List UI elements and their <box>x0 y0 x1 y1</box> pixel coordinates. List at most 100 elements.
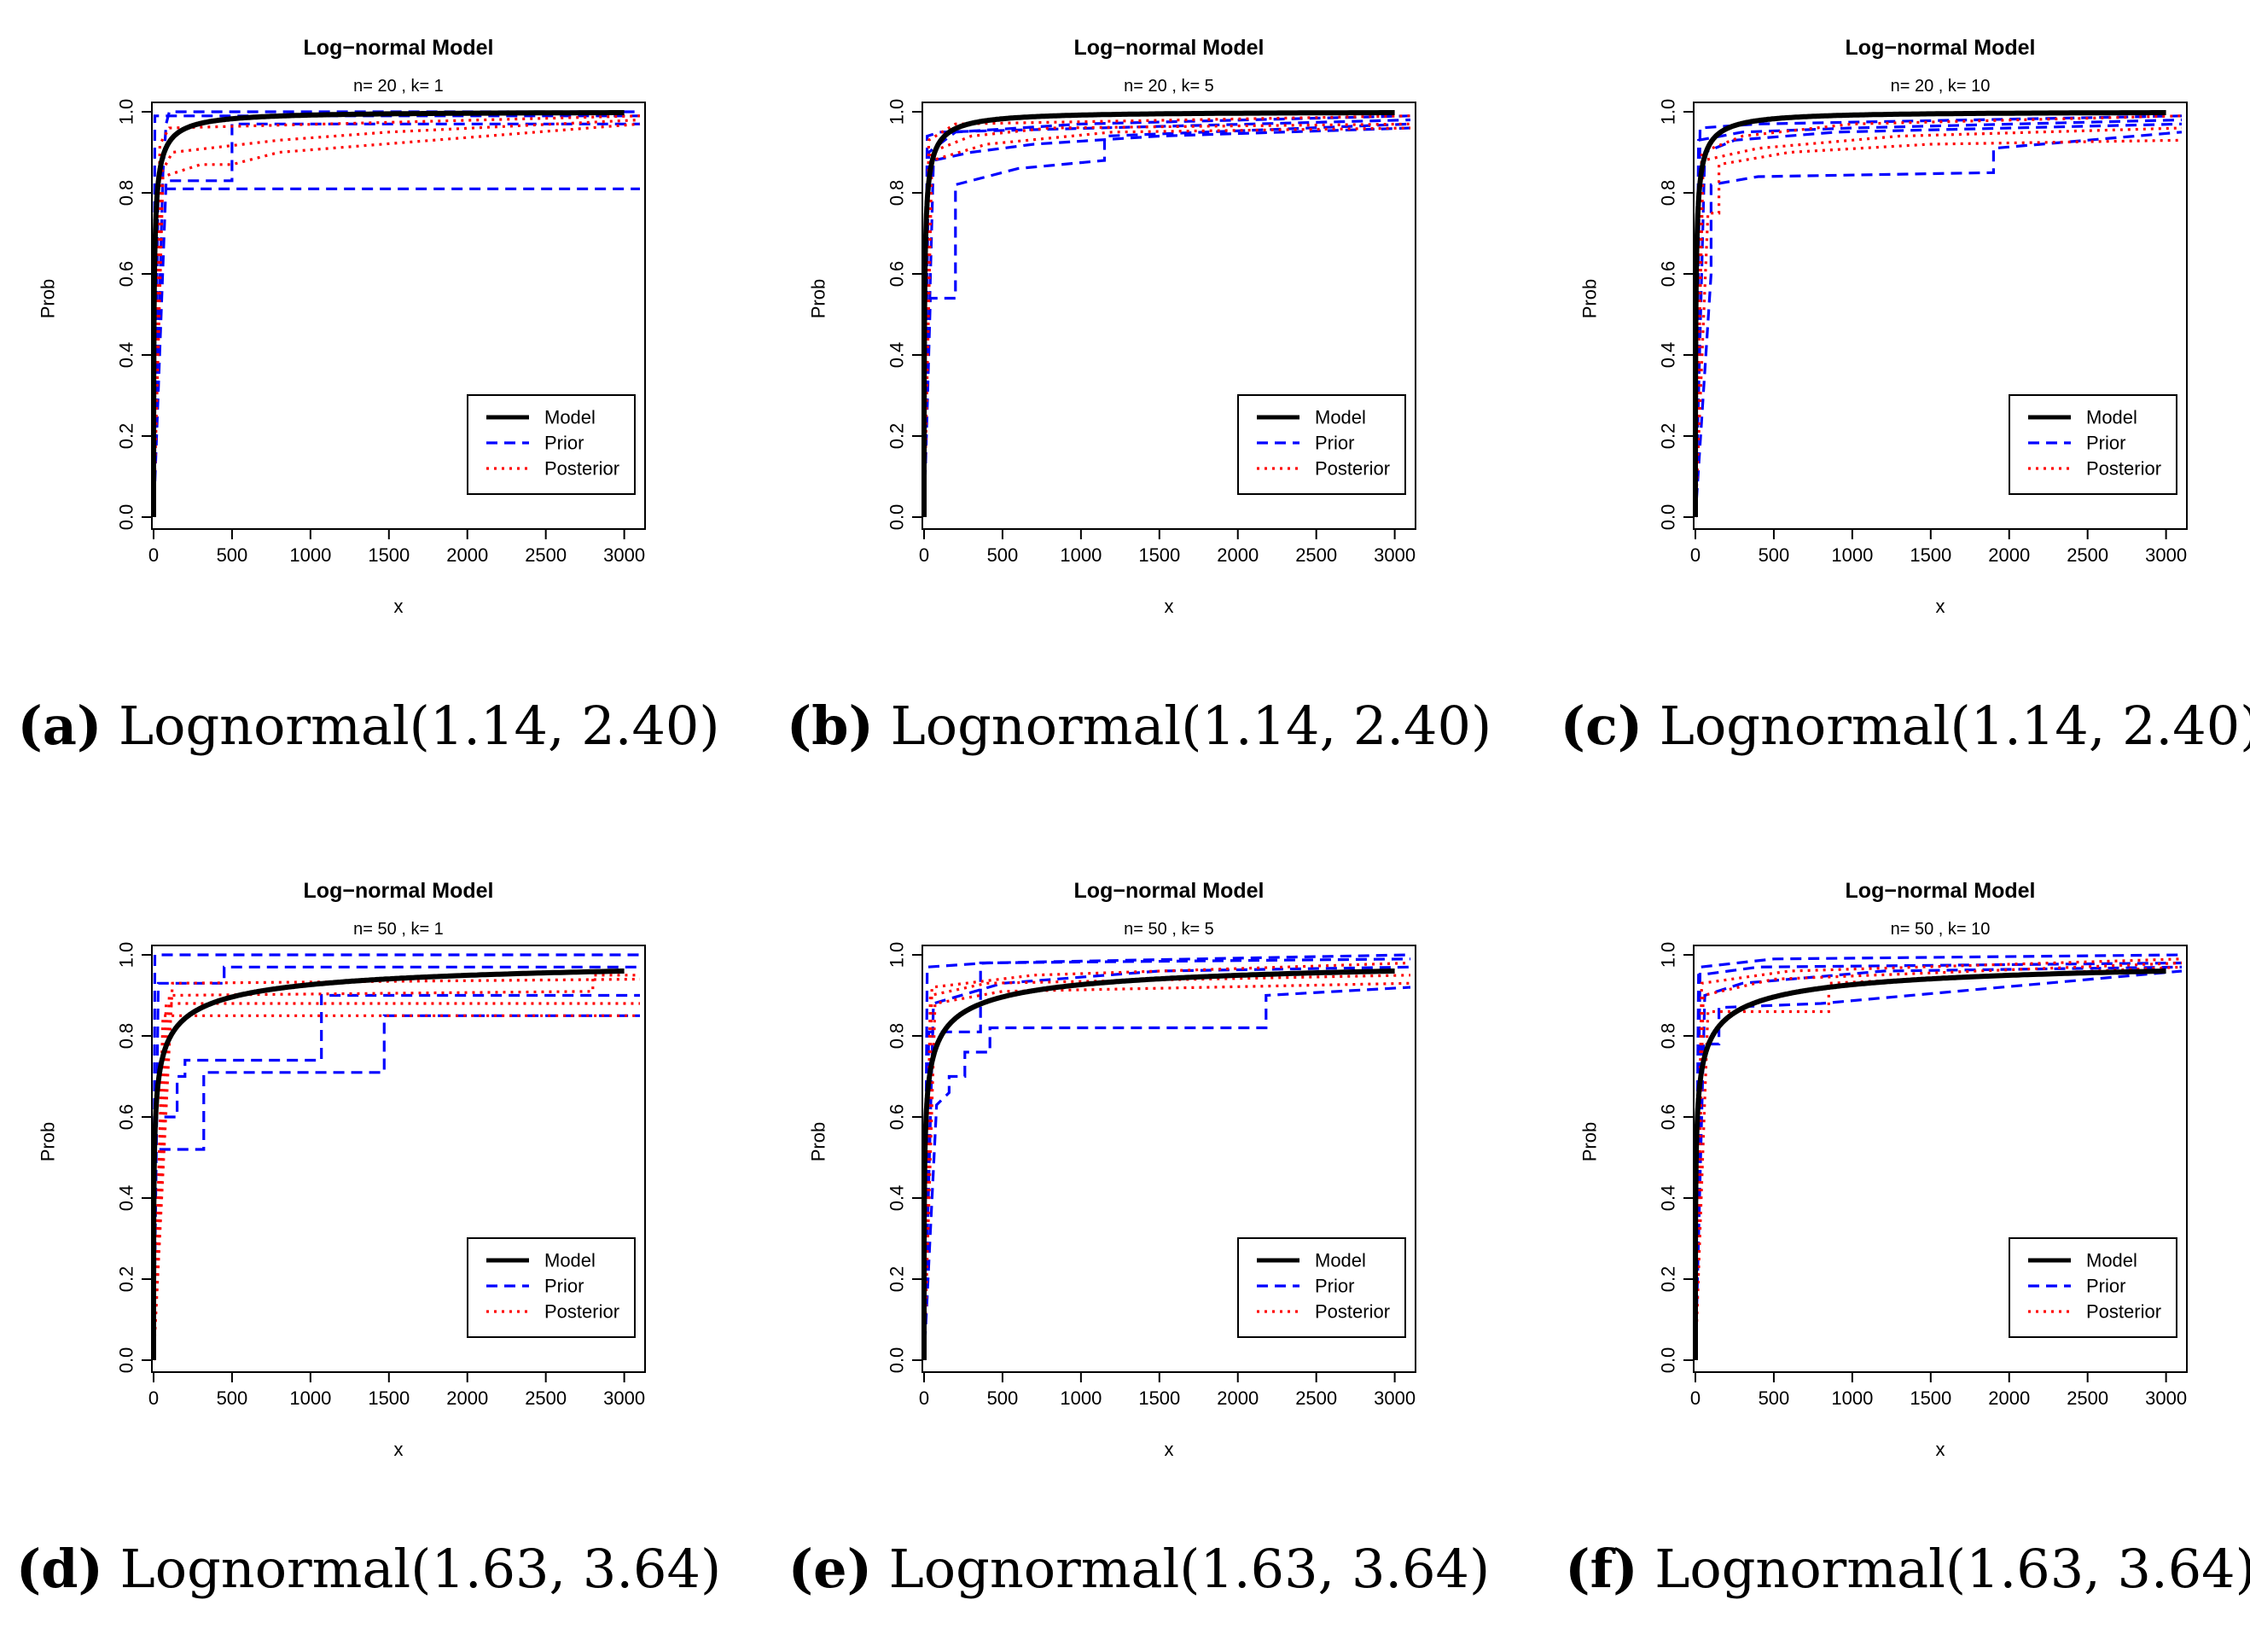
legend: Model Prior Posterior <box>1237 1237 1406 1338</box>
chart-panel-a: Log−normal Model n= 20 , k= 1 0 500 1000 1500… <box>17 36 719 757</box>
model-curve <box>922 110 1395 517</box>
caption-letter: (a) <box>17 695 102 757</box>
x-tick-label: 500 <box>217 1387 248 1409</box>
posterior-series-1 <box>1694 957 2183 1361</box>
y-tick-label: 0.0 <box>887 1347 908 1374</box>
legend-label-prior: Prior <box>544 1276 584 1297</box>
legend-label-prior: Prior <box>544 433 584 454</box>
prior-series-1 <box>1694 131 2183 518</box>
x-axis-label: x <box>394 596 404 617</box>
y-tick-label: 0.2 <box>1658 1266 1679 1293</box>
posterior-series-3 <box>922 981 1411 1361</box>
legend-label-posterior: Posterior <box>2086 1301 2161 1323</box>
legend-label-posterior: Posterior <box>1315 458 1390 480</box>
y-tick-label: 0.8 <box>887 1023 908 1050</box>
caption-letter: (b) <box>787 695 874 757</box>
x-tick-label: 3000 <box>2145 544 2187 566</box>
x-tick-label: 2500 <box>525 544 567 566</box>
legend-label-prior: Prior <box>2086 433 2125 454</box>
y-tick-label: 1.0 <box>116 942 137 969</box>
y-tick-label: 0.0 <box>116 1347 137 1374</box>
x-tick-label: 1000 <box>289 1387 331 1409</box>
series-group <box>922 110 1411 518</box>
x-axis-label: x <box>1936 596 1945 617</box>
chart-title: Log−normal Model <box>1074 36 1265 60</box>
legend-label-posterior: Posterior <box>1315 1301 1390 1323</box>
x-tick-label: 2500 <box>1295 1387 1337 1409</box>
y-tick-label: 0.6 <box>887 261 908 288</box>
y-tick-label: 0.8 <box>887 180 908 206</box>
legend-label-posterior: Posterior <box>544 1301 619 1323</box>
prior-series-1 <box>152 1014 640 1361</box>
y-tick-label: 0.0 <box>116 504 137 531</box>
prior-series-1 <box>922 986 1411 1361</box>
y-axis-label: Prob <box>808 279 829 318</box>
chart-subtitle: n= 20 , k= 5 <box>1124 77 1214 96</box>
prior-series-3 <box>922 953 1411 1361</box>
x-tick-label: 3000 <box>1374 1387 1416 1409</box>
legend: Model Prior Posterior <box>467 394 636 495</box>
x-tick-label: 0 <box>919 544 929 566</box>
x-tick-label: 500 <box>1759 1387 1790 1409</box>
legend-box <box>467 394 636 495</box>
x-tick-label: 2000 <box>1988 1387 2030 1409</box>
y-tick-label: 1.0 <box>116 99 137 125</box>
y-axis-label: Prob <box>1579 279 1601 318</box>
y-tick-label: 0.6 <box>1658 1104 1679 1131</box>
legend: Model Prior Posterior <box>467 1237 636 1338</box>
legend: Model Prior Posterior <box>2009 1237 2177 1338</box>
panel-caption: (f) Lognormal(1.63, 3.64) <box>1565 1538 2250 1600</box>
x-tick-label: 1000 <box>1831 544 1873 566</box>
legend-label-model: Model <box>2086 1250 2137 1271</box>
y-axis-label: Prob <box>38 1122 59 1161</box>
chart-title: Log−normal Model <box>1074 879 1265 903</box>
y-tick-label: 1.0 <box>1658 99 1679 125</box>
x-tick-label: 0 <box>148 1387 159 1409</box>
series-group <box>922 953 1411 1361</box>
panel-caption: (e) Lognormal(1.63, 3.64) <box>788 1538 1490 1600</box>
prior-series-2 <box>152 993 640 1361</box>
legend-label-posterior: Posterior <box>544 458 619 480</box>
x-tick-label: 2000 <box>1217 544 1259 566</box>
chart-title: Log−normal Model <box>304 879 494 903</box>
y-tick-label: 0.8 <box>1658 180 1679 206</box>
x-tick-label: 0 <box>1690 544 1701 566</box>
x-tick-label: 1500 <box>368 1387 410 1409</box>
chart-panel-d: Log−normal Model n= 50 , k= 1 0 500 1000 1500… <box>16 879 721 1600</box>
y-axis-label: Prob <box>38 279 59 318</box>
x-tick-label: 2500 <box>525 1387 567 1409</box>
posterior-series-3 <box>1694 961 2183 1361</box>
model-curve <box>922 969 1395 1360</box>
y-axis-label: Prob <box>808 1122 829 1161</box>
panel-caption: (a) Lognormal(1.14, 2.40) <box>17 695 719 757</box>
y-tick-label: 0.0 <box>1658 504 1679 531</box>
x-tick-label: 0 <box>919 1387 929 1409</box>
y-tick-label: 0.2 <box>116 423 137 450</box>
x-tick-label: 3000 <box>2145 1387 2187 1409</box>
y-tick-label: 0.8 <box>116 180 137 206</box>
prior-series-3 <box>922 126 1411 518</box>
chart-subtitle: n= 20 , k= 10 <box>1891 77 1991 96</box>
y-tick-label: 0.4 <box>116 1185 137 1212</box>
legend-box <box>1237 1237 1406 1338</box>
y-tick-label: 0.6 <box>887 1104 908 1131</box>
posterior-series-4 <box>152 977 641 1361</box>
y-tick-label: 0.2 <box>887 1266 908 1293</box>
chart-title: Log−normal Model <box>1846 879 2036 903</box>
posterior-series-2 <box>922 122 1411 518</box>
x-tick-label: 1000 <box>1060 544 1102 566</box>
y-tick-label: 0.4 <box>887 342 908 369</box>
chart-panel-e: Log−normal Model n= 50 , k= 5 0 500 1000 1500… <box>788 879 1490 1600</box>
x-axis-label: x <box>1936 1439 1945 1460</box>
caption-text: Lognormal(1.63, 3.64) <box>1638 1538 2250 1600</box>
posterior-series-1 <box>1694 114 2183 518</box>
prior-series-4 <box>152 122 640 518</box>
chart-subtitle: n= 50 , k= 5 <box>1124 920 1214 939</box>
chart-title: Log−normal Model <box>1846 36 2036 60</box>
y-tick-label: 1.0 <box>887 942 908 969</box>
caption-letter: (d) <box>16 1538 103 1600</box>
x-tick-label: 1500 <box>1138 1387 1180 1409</box>
legend-box <box>1237 394 1406 495</box>
legend-label-prior: Prior <box>2086 1276 2125 1297</box>
